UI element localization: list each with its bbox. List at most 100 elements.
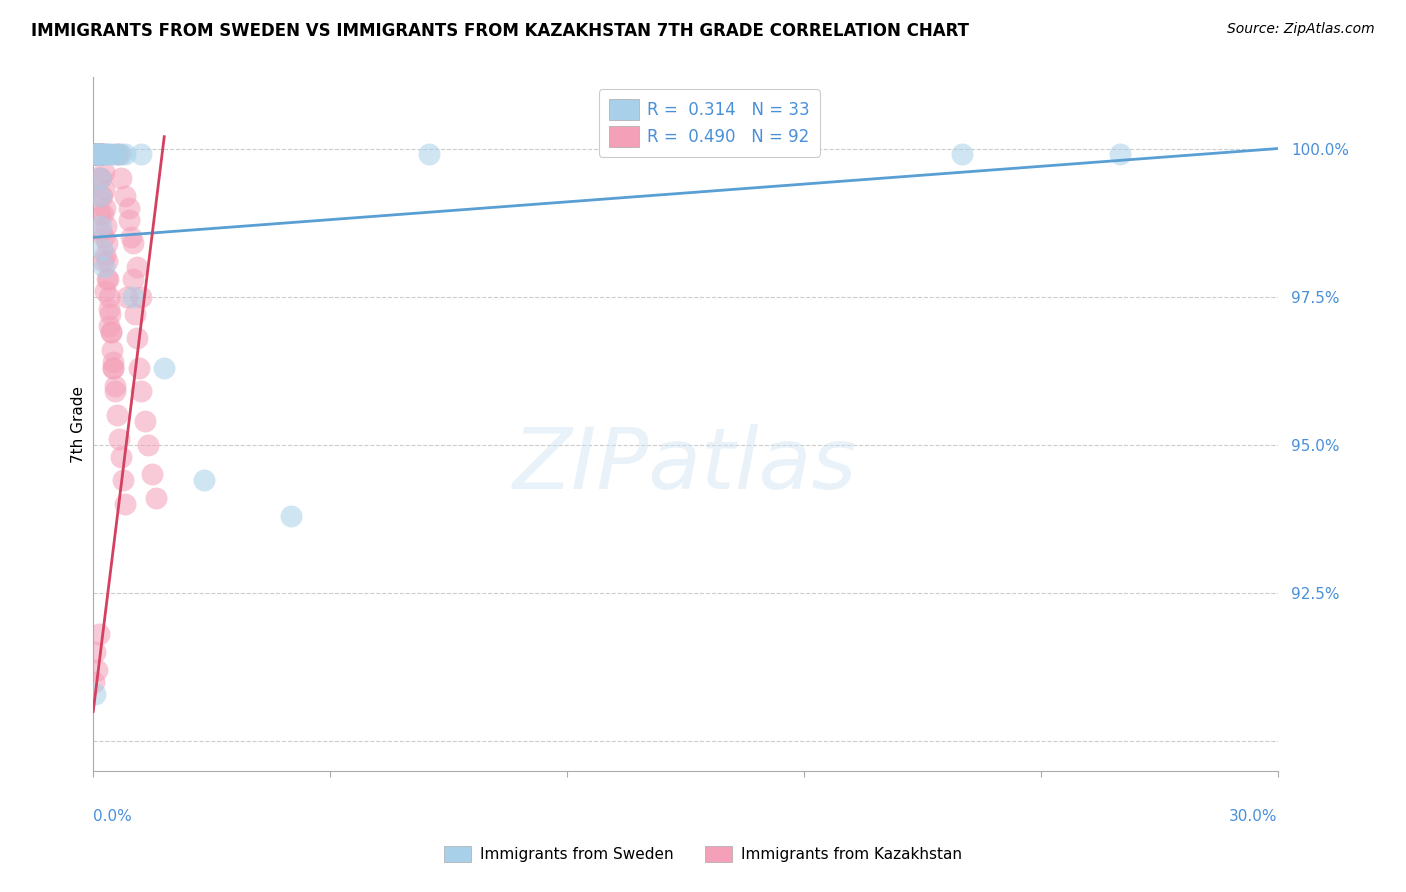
Point — [91, 254, 114, 268]
Y-axis label: 7th Grade: 7th Grade — [72, 385, 86, 463]
Point — [104, 384, 127, 399]
Point — [87, 147, 110, 161]
Point — [98, 319, 121, 334]
Point — [90, 147, 112, 161]
Point — [86, 147, 108, 161]
Point — [101, 355, 124, 369]
Point — [108, 432, 131, 446]
Point — [89, 147, 111, 161]
Point — [100, 325, 122, 339]
Point — [105, 147, 128, 161]
Point — [83, 147, 105, 161]
Point — [90, 242, 112, 256]
Point — [115, 290, 138, 304]
Point — [84, 645, 107, 659]
Text: IMMIGRANTS FROM SWEDEN VS IMMIGRANTS FROM KAZAKHSTAN 7TH GRADE CORRELATION CHART: IMMIGRANTS FROM SWEDEN VS IMMIGRANTS FRO… — [31, 22, 969, 40]
Point — [91, 147, 114, 161]
Point — [110, 171, 132, 186]
Point — [94, 219, 117, 233]
Point — [84, 147, 107, 161]
Point — [101, 147, 124, 161]
Point — [86, 663, 108, 677]
Point — [84, 147, 107, 161]
Point — [124, 308, 146, 322]
Point — [87, 147, 110, 161]
Point — [96, 236, 118, 251]
Point — [86, 147, 108, 161]
Point — [87, 147, 110, 161]
Legend: Immigrants from Sweden, Immigrants from Kazakhstan: Immigrants from Sweden, Immigrants from … — [437, 839, 969, 868]
Point — [94, 147, 117, 161]
Point — [86, 147, 108, 161]
Point — [96, 254, 118, 268]
Text: 30.0%: 30.0% — [1229, 809, 1278, 824]
Point — [97, 147, 120, 161]
Point — [104, 378, 127, 392]
Point — [94, 284, 117, 298]
Point — [87, 147, 110, 161]
Point — [121, 236, 143, 251]
Point — [110, 147, 132, 161]
Point — [91, 147, 114, 161]
Point — [96, 147, 118, 161]
Point — [138, 438, 160, 452]
Point — [89, 189, 111, 203]
Point — [87, 147, 110, 161]
Point — [108, 147, 131, 161]
Point — [91, 147, 114, 161]
Point — [1108, 147, 1130, 161]
Point — [87, 147, 110, 161]
Point — [118, 212, 141, 227]
Point — [86, 147, 108, 161]
Point — [121, 272, 143, 286]
Point — [90, 171, 112, 186]
Point — [111, 474, 134, 488]
Point — [89, 147, 111, 161]
Text: 0.0%: 0.0% — [93, 809, 132, 824]
Point — [96, 272, 118, 286]
Point — [280, 508, 302, 523]
Point — [100, 343, 122, 357]
Point — [86, 147, 108, 161]
Point — [101, 360, 124, 375]
Point — [89, 147, 111, 161]
Point — [134, 414, 156, 428]
Point — [129, 290, 152, 304]
Point — [90, 147, 112, 161]
Point — [87, 147, 110, 161]
Point — [89, 171, 111, 186]
Point — [89, 189, 111, 203]
Point — [418, 147, 440, 161]
Point — [86, 147, 108, 161]
Point — [89, 147, 111, 161]
Point — [129, 384, 152, 399]
Point — [114, 497, 136, 511]
Point — [110, 450, 132, 464]
Point — [98, 147, 121, 161]
Point — [94, 201, 117, 215]
Point — [87, 147, 110, 161]
Point — [93, 230, 115, 244]
Point — [98, 301, 121, 316]
Point — [193, 474, 215, 488]
Point — [90, 147, 112, 161]
Point — [90, 225, 112, 239]
Point — [86, 147, 108, 161]
Point — [83, 674, 105, 689]
Point — [125, 260, 148, 274]
Point — [86, 147, 108, 161]
Point — [145, 491, 167, 505]
Point — [93, 260, 115, 274]
Point — [84, 147, 107, 161]
Point — [87, 147, 110, 161]
Point — [86, 147, 108, 161]
Point — [89, 147, 111, 161]
Legend: R =  0.314   N = 33, R =  0.490   N = 92: R = 0.314 N = 33, R = 0.490 N = 92 — [599, 89, 820, 157]
Point — [84, 147, 107, 161]
Point — [91, 189, 114, 203]
Point — [101, 360, 124, 375]
Point — [86, 147, 108, 161]
Point — [118, 201, 141, 215]
Point — [87, 171, 110, 186]
Point — [83, 147, 105, 161]
